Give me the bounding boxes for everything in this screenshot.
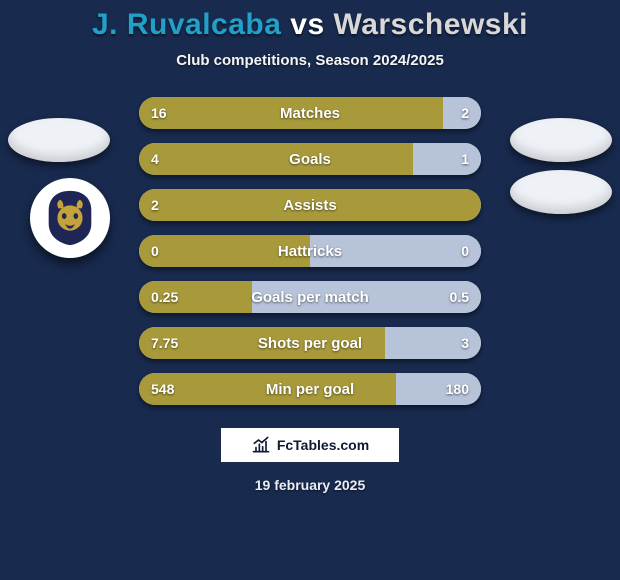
title-vs: vs (290, 8, 324, 41)
generated-date: 19 february 2025 (0, 477, 620, 493)
stat-bars: 162Matches41Goals2Assists00Hattricks0.25… (139, 97, 481, 405)
bar-fill-left (139, 97, 443, 129)
stat-value-left: 0.25 (151, 281, 178, 313)
bar-fill-right (413, 143, 481, 175)
stat-row: 7.753Shots per goal (139, 327, 481, 359)
comparison-card: J. Ruvalcaba vs Warschewski Club competi… (0, 0, 620, 580)
stat-value-left: 548 (151, 373, 174, 405)
shield-bg (49, 191, 92, 245)
stat-value-right: 2 (461, 97, 469, 129)
bar-fill-left (139, 235, 310, 267)
bar-fill-left (139, 373, 396, 405)
stat-row: 548180Min per goal (139, 373, 481, 405)
puma-face (57, 200, 82, 231)
player-1-name: J. Ruvalcaba (92, 8, 281, 41)
stat-value-left: 4 (151, 143, 159, 175)
subtitle: Club competitions, Season 2024/2025 (0, 52, 620, 69)
stat-value-left: 2 (151, 189, 159, 221)
stat-value-right: 0.5 (450, 281, 469, 313)
stat-value-left: 7.75 (151, 327, 178, 359)
bar-fill-right (310, 235, 481, 267)
brand-badge: FcTables.com (220, 427, 400, 463)
stat-row: 162Matches (139, 97, 481, 129)
logo-oval-right-2 (510, 170, 612, 214)
puma-features (62, 213, 78, 229)
stat-value-right: 0 (461, 235, 469, 267)
brand-text: FcTables.com (277, 437, 369, 453)
club-badge-left (30, 178, 110, 258)
stat-row: 41Goals (139, 143, 481, 175)
stat-value-left: 0 (151, 235, 159, 267)
stat-value-left: 16 (151, 97, 167, 129)
stat-value-right: 3 (461, 327, 469, 359)
stat-row: 0.250.5Goals per match (139, 281, 481, 313)
chart-icon (251, 435, 271, 455)
page-title: J. Ruvalcaba vs Warschewski (0, 8, 620, 42)
pumas-shield-icon (39, 187, 101, 249)
bar-fill-left (139, 189, 481, 221)
stat-row: 00Hattricks (139, 235, 481, 267)
bar-fill-right (252, 281, 481, 313)
logo-oval-right-1 (510, 118, 612, 162)
bar-fill-left (139, 143, 413, 175)
player-2-name: Warschewski (334, 8, 528, 41)
stat-value-right: 180 (446, 373, 469, 405)
stat-row: 2Assists (139, 189, 481, 221)
logo-oval-left (8, 118, 110, 162)
stat-value-right: 1 (461, 143, 469, 175)
